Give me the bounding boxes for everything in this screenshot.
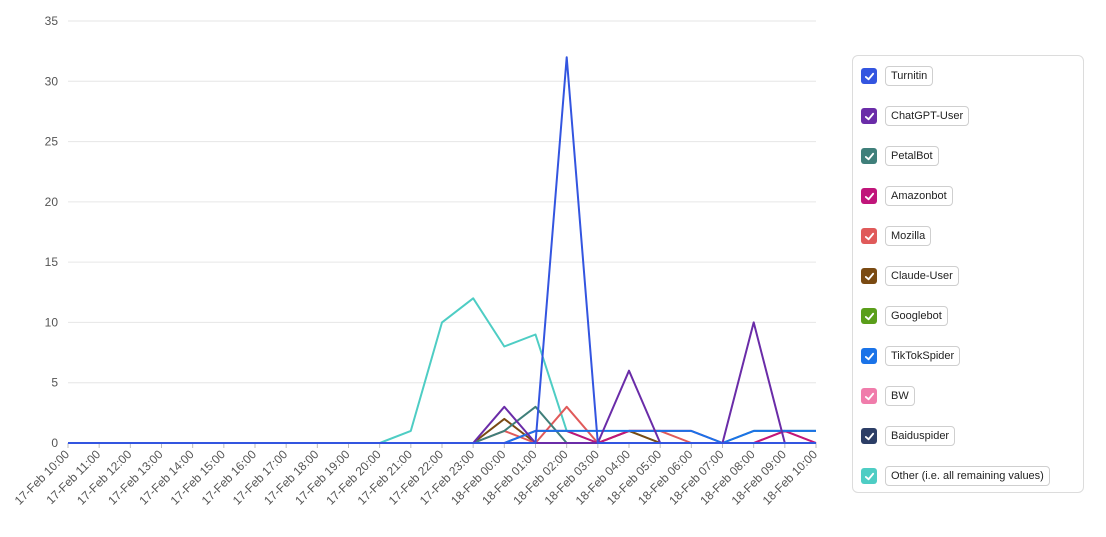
legend-checkbox[interactable] xyxy=(861,188,877,204)
legend-item-bw[interactable]: BW xyxy=(861,384,915,408)
legend-label: ChatGPT-User xyxy=(885,106,970,126)
checkmark-icon xyxy=(864,152,874,160)
checkmark-icon xyxy=(864,472,874,480)
legend-item-other-i-e-all-remaining-values[interactable]: Other (i.e. all remaining values) xyxy=(861,464,1050,488)
legend-label: Amazonbot xyxy=(885,186,953,206)
checkmark-icon xyxy=(864,432,874,440)
legend-item-turnitin[interactable]: Turnitin xyxy=(861,64,934,88)
legend-label: Googlebot xyxy=(885,306,948,326)
y-axis-tick-labels: 0 5 10 15 20 25 30 35 xyxy=(45,14,59,450)
legend-checkbox[interactable] xyxy=(861,428,877,444)
series-line-bw xyxy=(68,429,817,444)
y-tick-label: 35 xyxy=(45,14,59,28)
y-tick-label: 20 xyxy=(45,195,59,209)
legend-checkbox[interactable] xyxy=(861,148,877,164)
legend-label: Mozilla xyxy=(885,226,932,246)
series-line-amazonbot xyxy=(68,429,817,444)
legend-label: Turnitin xyxy=(885,66,934,86)
legend-item-baiduspider[interactable]: Baiduspider xyxy=(861,424,956,448)
legend-item-tiktokspider[interactable]: TikTokSpider xyxy=(861,344,961,368)
y-tick-label: 15 xyxy=(45,255,59,269)
legend-label: PetalBot xyxy=(885,146,939,166)
legend: Turnitin ChatGPT-User PetalBot Amazonbot Moz… xyxy=(852,55,1084,493)
y-tick-label: 30 xyxy=(45,74,59,88)
checkmark-icon xyxy=(864,352,874,360)
y-tick-label: 0 xyxy=(51,436,58,450)
series-line-tiktokspider xyxy=(68,429,816,444)
legend-item-chatgpt-user[interactable]: ChatGPT-User xyxy=(861,104,970,128)
legend-item-claude-user[interactable]: Claude-User xyxy=(861,264,959,288)
legend-item-googlebot[interactable]: Googlebot xyxy=(861,304,948,328)
checkmark-icon xyxy=(864,272,874,280)
grid-lines xyxy=(67,20,817,448)
y-tick-label: 25 xyxy=(45,135,59,149)
legend-checkbox[interactable] xyxy=(861,108,877,124)
series-line-other-i-e-all-remaining-values xyxy=(68,297,816,444)
checkmark-icon xyxy=(864,72,874,80)
legend-checkbox[interactable] xyxy=(861,308,877,324)
checkmark-icon xyxy=(864,392,874,400)
legend-item-amazonbot[interactable]: Amazonbot xyxy=(861,184,953,208)
series-line-mozilla xyxy=(68,405,816,444)
y-tick-label: 5 xyxy=(51,376,58,390)
y-tick-label: 10 xyxy=(45,315,59,329)
legend-label: Baiduspider xyxy=(885,426,956,446)
legend-checkbox[interactable] xyxy=(861,228,877,244)
series-line-claude-user xyxy=(68,417,816,444)
legend-label: Other (i.e. all remaining values) xyxy=(885,466,1050,486)
legend-checkbox[interactable] xyxy=(861,68,877,84)
checkmark-icon xyxy=(864,232,874,240)
checkmark-icon xyxy=(864,312,874,320)
legend-label: TikTokSpider xyxy=(885,346,961,366)
series-line-turnitin xyxy=(68,56,816,444)
legend-item-petalbot[interactable]: PetalBot xyxy=(861,144,939,168)
legend-checkbox[interactable] xyxy=(861,388,877,404)
checkmark-icon xyxy=(864,112,874,120)
legend-checkbox[interactable] xyxy=(861,268,877,284)
checkmark-icon xyxy=(864,192,874,200)
series-lines xyxy=(68,56,817,444)
legend-label: Claude-User xyxy=(885,266,959,286)
legend-item-mozilla[interactable]: Mozilla xyxy=(861,224,932,248)
legend-checkbox[interactable] xyxy=(861,348,877,364)
legend-label: BW xyxy=(885,386,915,406)
legend-checkbox[interactable] xyxy=(861,468,877,484)
series-line-petalbot xyxy=(68,405,816,444)
